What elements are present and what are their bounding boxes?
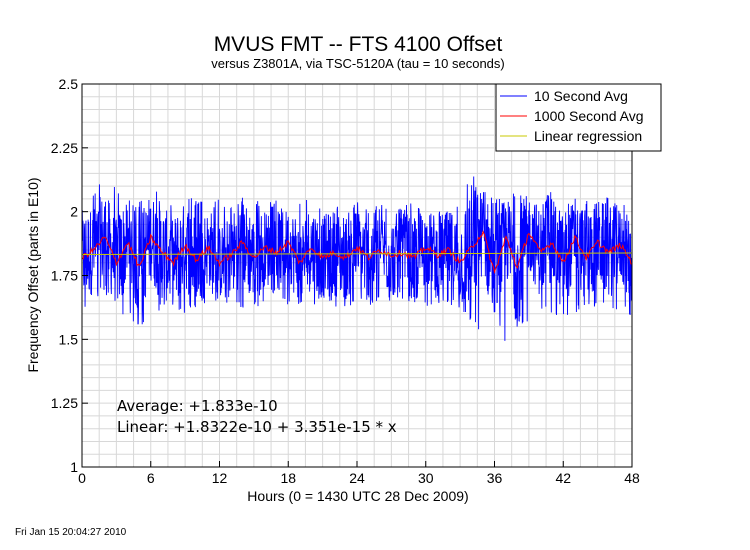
y-tick-label: 1.25	[51, 395, 78, 411]
x-axis-ticks: 0 6 12 18 24 30 36 42 48	[78, 461, 640, 486]
line-10-second-avg	[81, 176, 633, 341]
x-tick-label: 24	[349, 470, 365, 486]
y-tick-label: 1.5	[59, 331, 79, 347]
x-tick-label: 12	[212, 470, 228, 486]
line-1000-second-avg	[81, 229, 633, 275]
legend: 10 Second Avg 1000 Second Avg Linear reg…	[495, 83, 662, 152]
line-linear-regression	[81, 252, 633, 256]
x-tick-label: 30	[418, 470, 434, 486]
y-axis-ticks: 1 1.25 1.5 1.75 2 2.25 2.5	[51, 76, 88, 475]
series-10-second-avg	[81, 176, 633, 341]
x-tick-label: 36	[487, 470, 503, 486]
y-tick-label: 2.25	[51, 140, 78, 156]
x-tick-label: 48	[624, 470, 640, 486]
y-tick-label: 2	[70, 204, 78, 220]
y-tick-label: 1.75	[51, 268, 78, 284]
chart-title: MVUS FMT -- FTS 4100 Offset	[214, 33, 503, 56]
x-tick-label: 6	[147, 470, 155, 486]
y-axis-label: Frequency Offset (parts in E10)	[25, 177, 41, 372]
x-tick-label: 0	[78, 470, 86, 486]
legend-box	[495, 83, 662, 152]
series-1000-second-avg	[81, 229, 633, 275]
legend-entry-10-second-avg: 10 Second Avg	[534, 88, 628, 104]
legend-entry-linear-regression: Linear regression	[534, 128, 642, 144]
legend-entry-1000-second-avg: 1000 Second Avg	[534, 108, 644, 124]
x-tick-label: 42	[555, 470, 571, 486]
chart-subtitle: versus Z3801A, via TSC-5120A (tau = 10 s…	[211, 56, 505, 71]
x-axis-label: Hours (0 = 1430 UTC 28 Dec 2009)	[247, 488, 468, 504]
annotation-linear: Linear: +1.8322e-10 + 3.351e-15 * x	[117, 418, 397, 436]
footer-timestamp: Fri Jan 15 20:04:27 2010	[15, 527, 127, 538]
x-tick-label: 18	[280, 470, 296, 486]
series-linear-regression	[81, 252, 633, 256]
annotation-average: Average: +1.833e-10	[117, 397, 278, 415]
y-tick-label: 1	[70, 459, 78, 475]
y-tick-label: 2.5	[59, 76, 79, 92]
